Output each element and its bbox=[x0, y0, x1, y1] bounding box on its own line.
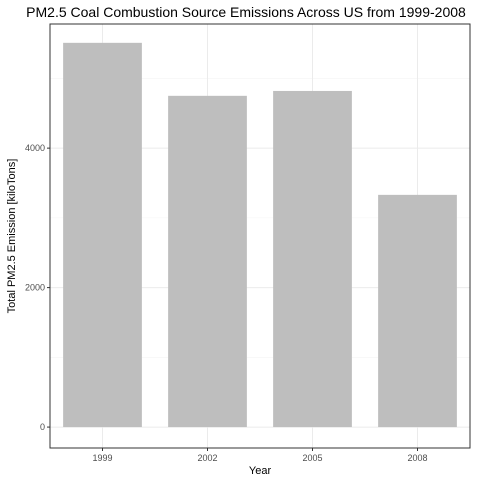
x-tick-label: 2005 bbox=[302, 453, 322, 463]
x-tick-label: 2002 bbox=[197, 453, 217, 463]
chart-title: PM2.5 Coal Combustion Source Emissions A… bbox=[26, 4, 466, 20]
y-axis-title: Total PM2.5 Emission [kiloTons] bbox=[6, 159, 18, 314]
x-tick-label: 2008 bbox=[407, 453, 427, 463]
y-tick-label: 2000 bbox=[25, 283, 45, 293]
bars bbox=[63, 42, 457, 428]
x-tick-label: 1999 bbox=[92, 453, 112, 463]
x-axis: 1999 2002 2005 2008 bbox=[92, 448, 428, 463]
y-axis: 0 2000 4000 bbox=[25, 143, 50, 432]
y-tick-label: 4000 bbox=[25, 143, 45, 153]
bar-1999 bbox=[63, 42, 142, 428]
bar-2002 bbox=[168, 95, 247, 428]
panel-border bbox=[49, 23, 471, 449]
x-axis-title: Year bbox=[249, 465, 272, 477]
bar-2005 bbox=[273, 90, 352, 428]
y-tick-label: 0 bbox=[40, 422, 45, 432]
bar-2008 bbox=[378, 194, 457, 428]
